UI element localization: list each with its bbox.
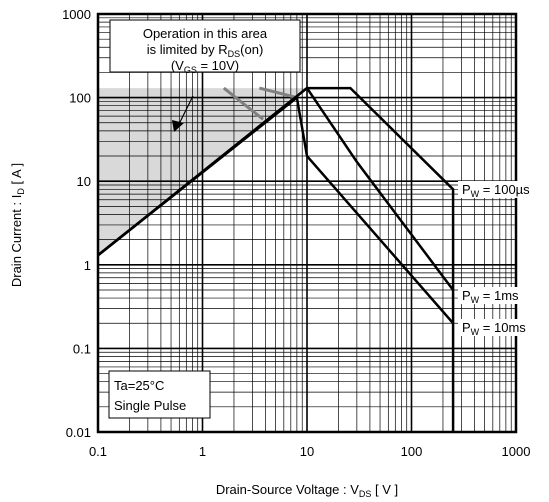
x-tick-label: 1000 [502, 444, 531, 459]
svg-text:PW = 10ms: PW = 10ms [462, 320, 526, 337]
y-tick-label: 0.01 [66, 425, 91, 440]
y-tick-label: 0.1 [73, 341, 91, 356]
conditions-box [108, 370, 211, 419]
condition-temperature: Ta=25°C [114, 378, 164, 393]
x-tick-label: 1 [199, 444, 206, 459]
tick-labels: 0.1 1 10 100 1000 0.01 0.1 1 10 100 1000 [62, 7, 530, 459]
series-label-100us: PW = 100µs [458, 181, 546, 199]
x-tick-label: 10 [300, 444, 314, 459]
y-axis-label: Drain Current : ID [ A ] [9, 163, 26, 287]
y-tick-label: 100 [69, 91, 91, 106]
series-label-1ms: PW = 1ms [458, 287, 536, 305]
region-note-line2: is limited by RDS(on) [147, 42, 264, 59]
svg-text:PW = 100µs: PW = 100µs [462, 182, 530, 199]
x-tick-label: 100 [401, 444, 423, 459]
region-note-line3: (VGS = 10V) [171, 58, 239, 75]
series-line-10ms [97, 95, 455, 325]
gray-continuation-line [222, 86, 265, 121]
gray-continuation-lines [222, 86, 298, 121]
series-label-10ms: PW = 10ms [458, 319, 542, 337]
condition-pulse: Single Pulse [114, 398, 186, 413]
region-note-line1: Operation in this area [143, 26, 268, 41]
region-note-arrow [172, 95, 194, 132]
y-tick-label: 1 [84, 258, 91, 273]
plot-frame [96, 12, 518, 434]
svg-text:PW = 1ms: PW = 1ms [462, 288, 519, 305]
x-tick-label: 0.1 [89, 444, 107, 459]
gray-continuation-line [258, 86, 298, 100]
y-tick-label: 1000 [62, 7, 91, 22]
region-note-box [109, 19, 301, 73]
x-axis-label: Drain-Source Voltage : VDS [ V ] [216, 482, 398, 499]
series-lines [97, 86, 455, 432]
y-tick-label: 10 [77, 174, 91, 189]
